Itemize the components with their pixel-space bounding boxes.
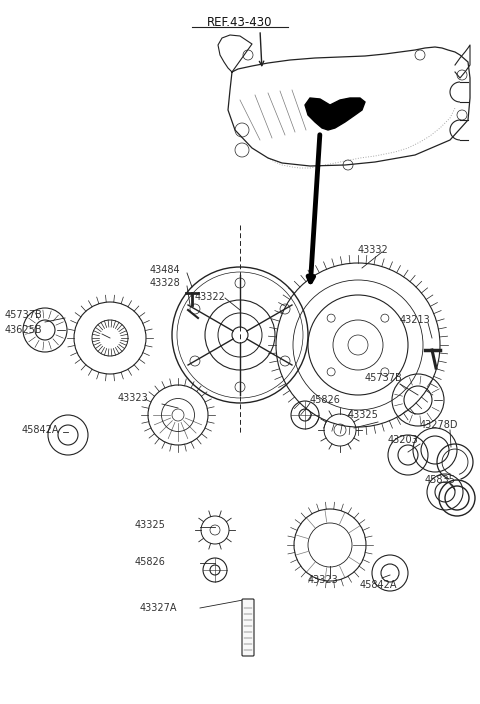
- Text: 45737B: 45737B: [5, 310, 43, 320]
- Text: 45826: 45826: [310, 395, 341, 405]
- Text: 43323: 43323: [118, 393, 149, 403]
- Text: 43322: 43322: [195, 292, 226, 302]
- Text: 45826: 45826: [135, 557, 166, 567]
- Text: 43484: 43484: [150, 265, 180, 275]
- Polygon shape: [305, 98, 365, 130]
- Text: 45842A: 45842A: [360, 580, 397, 590]
- Text: 43327A: 43327A: [140, 603, 178, 613]
- Text: 45842A: 45842A: [22, 425, 60, 435]
- Text: 45835: 45835: [425, 475, 456, 485]
- FancyBboxPatch shape: [242, 599, 254, 656]
- Text: 43213: 43213: [400, 315, 431, 325]
- Text: 45737B: 45737B: [365, 373, 403, 383]
- Text: 43278D: 43278D: [420, 420, 458, 430]
- Text: 43328: 43328: [150, 278, 181, 288]
- Text: REF.43-430: REF.43-430: [207, 15, 273, 28]
- Text: 43323: 43323: [308, 575, 339, 585]
- Text: 43332: 43332: [358, 245, 389, 255]
- Text: 43325: 43325: [135, 520, 166, 530]
- Text: 43203: 43203: [388, 435, 419, 445]
- Text: 43325: 43325: [348, 410, 379, 420]
- Text: 43625B: 43625B: [5, 325, 43, 335]
